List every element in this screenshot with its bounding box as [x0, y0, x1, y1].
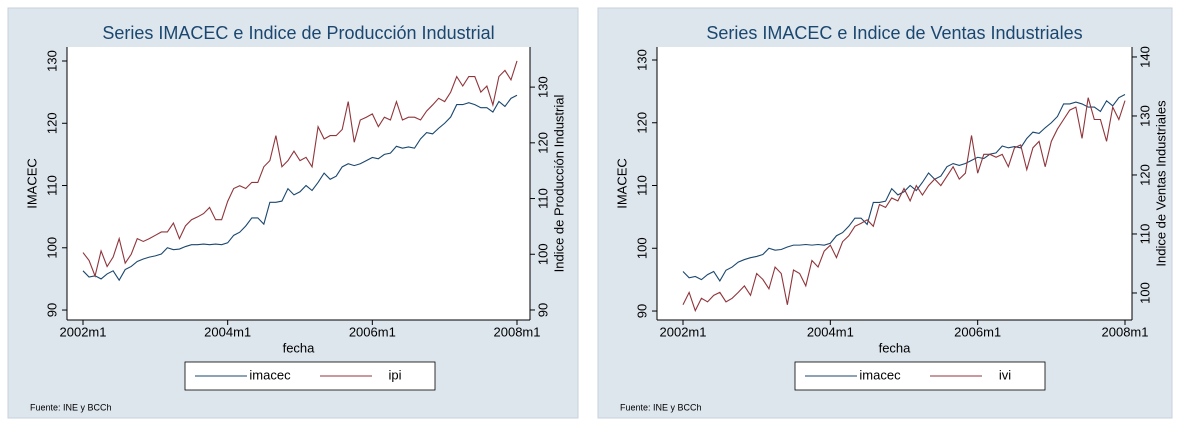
x-tick-label: 2004m1: [204, 324, 251, 339]
series-line: [682, 97, 1126, 313]
y-tick-label: 120: [44, 112, 59, 134]
y2-tick-label: 130: [1137, 105, 1152, 127]
y2-tick-label: 120: [1137, 164, 1152, 186]
y-axis-title: IMACEC: [614, 158, 629, 209]
y-tick-label: 120: [634, 112, 649, 134]
x-tick-label: 2006m1: [349, 324, 396, 339]
y2-tick-label: 110: [535, 188, 550, 209]
y-axis-title: IMACEC: [24, 158, 39, 209]
chart-title: Series IMACEC e Indice de Ventas Industr…: [706, 23, 1082, 43]
x-tick-label: 2004m1: [807, 324, 854, 339]
legend-label: ivi: [999, 367, 1011, 382]
x-axis-title: fecha: [879, 340, 912, 355]
y2-axis-title: Indice de Producción Industrial: [551, 95, 566, 273]
y-tick-label: 110: [634, 175, 649, 196]
y2-axis-title: Indice de Ventas Industriales: [1153, 100, 1168, 267]
legend-label: imacec: [859, 367, 901, 382]
x-tick-label: 2006m1: [954, 324, 1001, 339]
y-tick-label: 110: [44, 175, 59, 196]
y2-tick-label: 110: [1137, 224, 1152, 245]
y-tick-label: 90: [44, 303, 59, 317]
series-line: [82, 94, 518, 282]
series-line: [82, 60, 518, 278]
y-tick-label: 130: [634, 49, 649, 71]
y2-tick-label: 120: [535, 132, 550, 154]
y2-tick-label: 90: [535, 303, 550, 317]
y2-tick-label: 100: [1137, 282, 1152, 304]
plot-area: [657, 47, 1132, 320]
legend-label: ipi: [388, 367, 401, 382]
x-tick-label: 2002m1: [660, 324, 707, 339]
chart-title: Series IMACEC e Indice de Producción Ind…: [102, 23, 494, 43]
y-tick-label: 100: [634, 237, 649, 259]
y2-tick-label: 100: [535, 243, 550, 265]
x-axis-title: fecha: [283, 340, 316, 355]
y-tick-label: 100: [44, 237, 59, 259]
series-line: [682, 94, 1126, 282]
y-tick-label: 130: [44, 50, 59, 72]
y-tick-label: 90: [634, 304, 649, 318]
source-note: Fuente: INE y BCCh: [30, 402, 112, 412]
x-tick-label: 2002m1: [60, 324, 107, 339]
legend-label: imacec: [249, 367, 291, 382]
plot-area: [67, 47, 530, 320]
y2-tick-label: 140: [1137, 46, 1152, 68]
x-tick-label: 2008m1: [1102, 324, 1149, 339]
source-note: Fuente: INE y BCCh: [620, 402, 702, 412]
y2-tick-label: 130: [535, 76, 550, 98]
x-tick-label: 2008m1: [494, 324, 541, 339]
